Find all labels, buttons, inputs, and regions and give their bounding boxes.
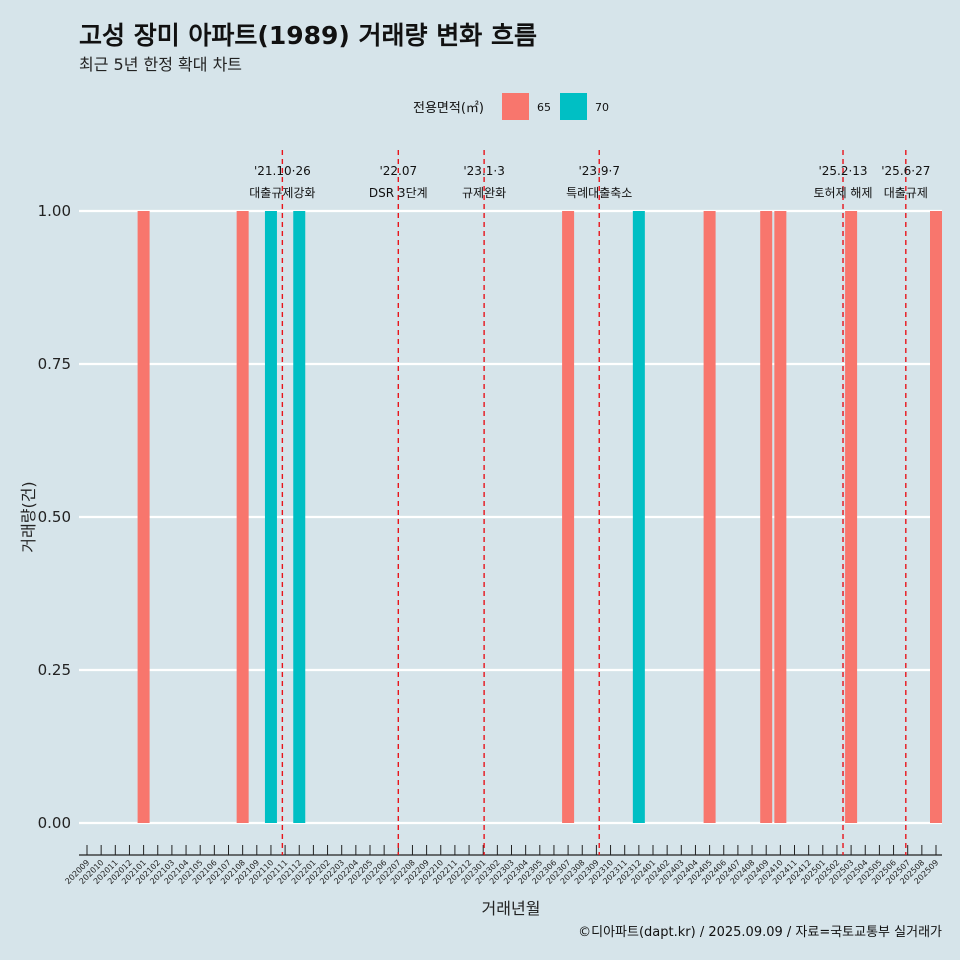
legend-label-65: 65: [537, 101, 551, 114]
bar: [703, 211, 716, 823]
event-name-label: 토허제 해제: [814, 186, 873, 200]
event-date-label: '23.1·3: [463, 164, 504, 178]
event-date-label: '25.6·27: [881, 164, 930, 178]
event-name-label: 대출규제강화: [249, 186, 315, 200]
event-name-label: DSR 3단계: [369, 186, 428, 200]
event-name-label: 규제완화: [462, 186, 506, 200]
y-tick-label: 0.00: [38, 814, 71, 832]
y-axis-title: 거래량(건): [19, 481, 38, 552]
chart-subtitle: 최근 5년 한정 확대 차트: [79, 55, 242, 74]
y-tick-label: 0.50: [38, 508, 71, 526]
plot-area: 0.000.250.500.751.0020200920201020201120…: [38, 150, 942, 886]
legend-label-70: 70: [595, 101, 609, 114]
legend-title: 전용면적(㎡): [413, 101, 484, 116]
bar: [264, 211, 277, 823]
event-date-label: '21.10·26: [254, 164, 311, 178]
event-date-label: '25.2·13: [818, 164, 867, 178]
event-date-label: '22.07: [379, 164, 417, 178]
bar: [236, 211, 249, 823]
bar: [632, 211, 645, 823]
y-tick-label: 1.00: [38, 202, 71, 220]
bar: [930, 211, 942, 823]
x-axis-title: 거래년월: [482, 899, 541, 918]
bar: [774, 211, 787, 823]
y-tick-label: 0.25: [38, 661, 71, 679]
bar: [760, 211, 773, 823]
event-name-label: 특례대출축소: [566, 186, 632, 200]
event-name-label: 대출규제: [884, 186, 928, 200]
legend-swatch-65: [502, 93, 529, 120]
legend-swatch-70: [560, 93, 587, 120]
chart-title: 고성 장미 아파트(1989) 거래량 변화 흐름: [79, 21, 537, 50]
event-date-label: '23.9·7: [578, 164, 619, 178]
bar: [293, 211, 306, 823]
bar: [137, 211, 150, 823]
caption: ©디아파트(dapt.kr) / 2025.09.09 / 자료=국토교통부 실…: [578, 925, 942, 940]
legend: 전용면적(㎡) 65 70: [413, 93, 609, 120]
bar: [562, 211, 575, 823]
y-tick-label: 0.75: [38, 355, 71, 373]
bar: [845, 211, 858, 823]
